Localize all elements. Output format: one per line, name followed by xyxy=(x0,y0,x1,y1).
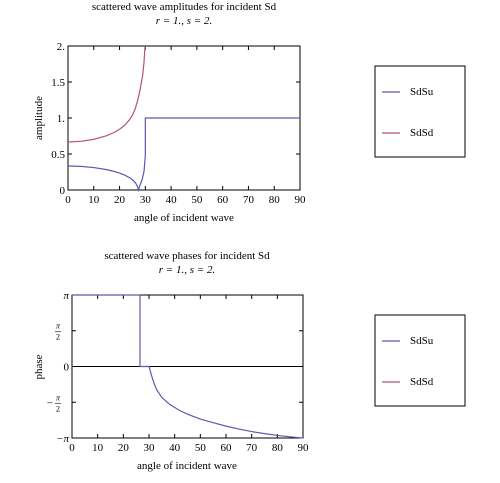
phase-x-axis-label: angle of incident wave xyxy=(137,460,237,472)
y-tick-label: 2. xyxy=(57,41,66,53)
phase-legend: SdSu SdSd xyxy=(374,314,466,407)
x-tick-label: 90 xyxy=(295,194,307,206)
amplitude-chart: scattered wave amplitudes for incident S… xyxy=(33,1,306,224)
x-tick-label: 80 xyxy=(269,194,281,206)
phase-series xyxy=(72,294,304,439)
x-tick-label: 40 xyxy=(166,194,178,206)
y-tick-label: 1.5 xyxy=(51,77,65,89)
y-tick-label: 0 xyxy=(60,185,66,197)
phase-chart: scattered wave phases for incident Sd r … xyxy=(33,250,309,472)
x-tick-label: 90 xyxy=(298,442,310,454)
x-tick-label: 0 xyxy=(69,442,75,454)
y-tick-label-denominator: 2 xyxy=(56,404,60,413)
legend-label-sdsu: SdSu xyxy=(410,335,434,347)
x-tick-label: 80 xyxy=(272,442,284,454)
x-tick-label: 60 xyxy=(221,442,233,454)
series-line-sdsu xyxy=(67,117,300,193)
y-tick-label-denominator: 2 xyxy=(56,333,60,342)
amplitude-legend: SdSu SdSd xyxy=(374,65,466,158)
x-tick-label: 20 xyxy=(118,442,130,454)
x-tick-label: 10 xyxy=(92,442,104,454)
legend-label-sdsd: SdSd xyxy=(410,127,434,139)
x-tick-label: 50 xyxy=(191,194,203,206)
y-tick-label: 1. xyxy=(57,113,66,125)
y-tick-label: 0 xyxy=(64,362,70,374)
legend-label-sdsu: SdSu xyxy=(410,86,434,98)
x-tick-label: 0 xyxy=(65,194,71,206)
x-tick-label: 70 xyxy=(243,194,255,206)
x-tick-label: 40 xyxy=(169,442,181,454)
x-tick-label: 60 xyxy=(217,194,229,206)
amplitude-x-axis-label: angle of incident wave xyxy=(134,212,234,224)
y-tick-label-sign: − xyxy=(47,397,53,409)
y-tick-label-numerator: π xyxy=(56,393,61,402)
amplitude-legend-box xyxy=(374,65,466,158)
x-tick-label: 50 xyxy=(195,442,207,454)
phase-y-axis-label: phase xyxy=(33,354,45,379)
amplitude-series xyxy=(67,45,300,193)
y-tick-label: π2 xyxy=(55,322,61,342)
x-tick-label: 30 xyxy=(144,442,156,454)
phase-chart-title: scattered wave phases for incident Sd xyxy=(104,250,270,262)
y-tick-label-numerator: π xyxy=(56,322,61,331)
y-tick-label: 0.5 xyxy=(51,149,65,161)
amplitude-chart-subtitle: r = 1., s = 2. xyxy=(156,15,212,27)
amplitude-axes: 0 10 20 30 40 50 60 70 80 90 0 0.5 1. 1.5 2. xyxy=(51,41,306,206)
amplitude-y-axis-label: amplitude xyxy=(33,96,45,140)
x-tick-label: 10 xyxy=(88,194,100,206)
phase-chart-subtitle: r = 1., s = 2. xyxy=(159,264,215,276)
x-tick-label: 20 xyxy=(114,194,126,206)
x-tick-label: 70 xyxy=(246,442,258,454)
amplitude-chart-title: scattered wave amplitudes for incident S… xyxy=(92,1,277,13)
y-tick-label: − π 2 xyxy=(47,393,61,413)
series-line-sdsd xyxy=(67,45,146,143)
series-line-sdsu xyxy=(72,294,304,439)
phase-legend-box xyxy=(374,314,466,407)
x-tick-label: 30 xyxy=(140,194,152,206)
legend-label-sdsd: SdSd xyxy=(410,376,434,388)
y-tick-label: π xyxy=(63,290,69,302)
y-tick-label: −π xyxy=(56,433,69,445)
